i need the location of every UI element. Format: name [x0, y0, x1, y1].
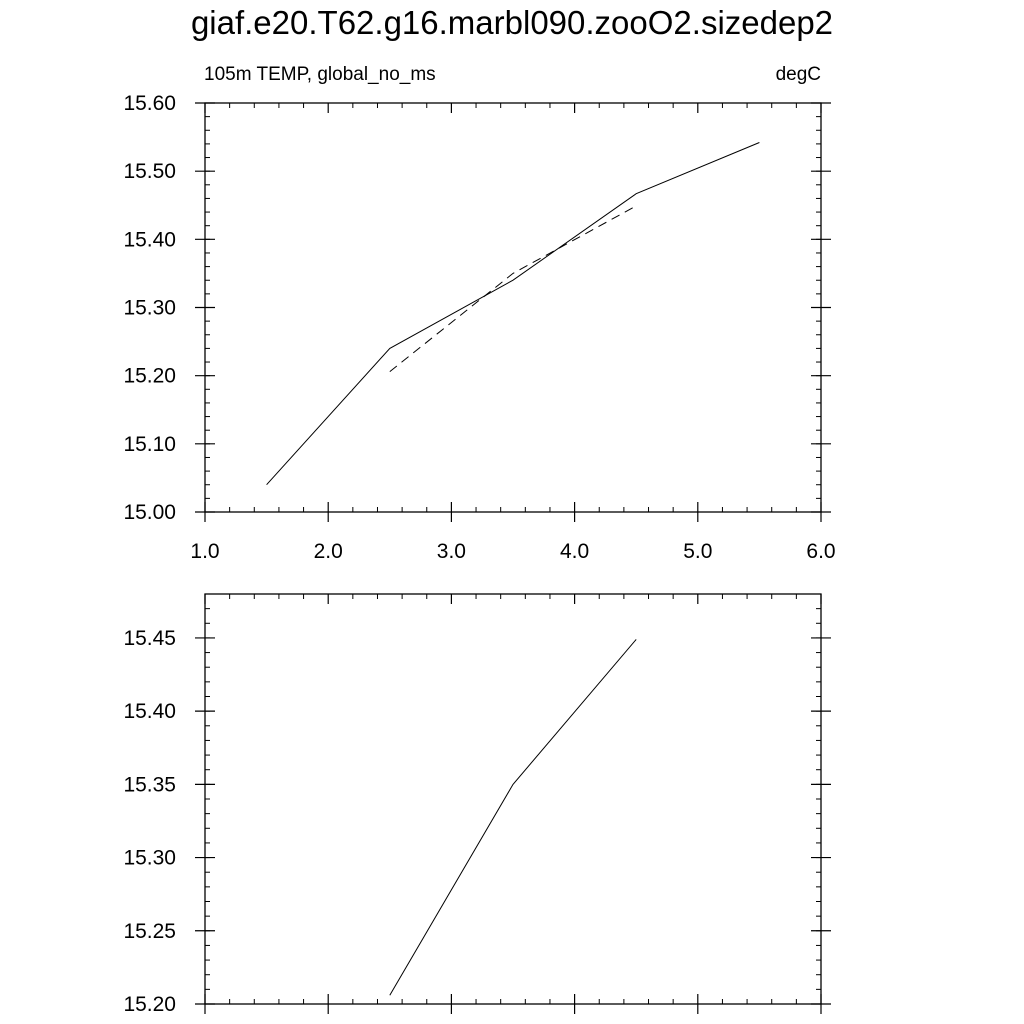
panel1-y-tick-label: 15.00 [123, 501, 176, 524]
top-chart-units-label: degC [775, 64, 821, 85]
chart-title: giaf.e20.T62.g16.marbl090.zooO2.sizedep2 [190, 4, 834, 41]
panel1-y-tick-label: 15.20 [123, 365, 176, 388]
panel1-y-tick-label: 15.60 [123, 92, 176, 115]
panel2-y-tick-label: 15.45 [123, 627, 176, 650]
panel2-y-tick-label: 15.25 [123, 920, 176, 943]
panel1-y-tick-label: 15.50 [123, 160, 176, 183]
panel2-series-1-line [389, 639, 637, 996]
panel1-y-tick-label: 15.40 [123, 228, 176, 251]
panel1-y-tick-label: 15.10 [123, 433, 176, 456]
panel1-x-tick-label: 5.0 [683, 540, 712, 563]
panel1-series-2-line [389, 205, 637, 372]
panel1-x-tick-label: 2.0 [314, 540, 343, 563]
panel1-x-tick-label: 1.0 [190, 540, 219, 563]
panel2-y-tick-label: 15.30 [123, 847, 176, 870]
top-chart-variable-label: 105m TEMP, global_no_ms [204, 64, 436, 85]
panel1-x-tick-label: 4.0 [560, 540, 589, 563]
panel2-y-tick-label: 15.35 [123, 773, 176, 796]
panel2-y-tick-label: 15.40 [123, 700, 176, 723]
panel1-x-tick-label: 6.0 [806, 540, 835, 563]
panel2-y-tick-label: 15.20 [123, 993, 176, 1016]
panel1-x-tick-label: 3.0 [437, 540, 466, 563]
panel1-series-1-line [266, 142, 760, 486]
panel1-y-tick-label: 15.30 [123, 297, 176, 320]
panel2-plot-frame [204, 593, 822, 1005]
